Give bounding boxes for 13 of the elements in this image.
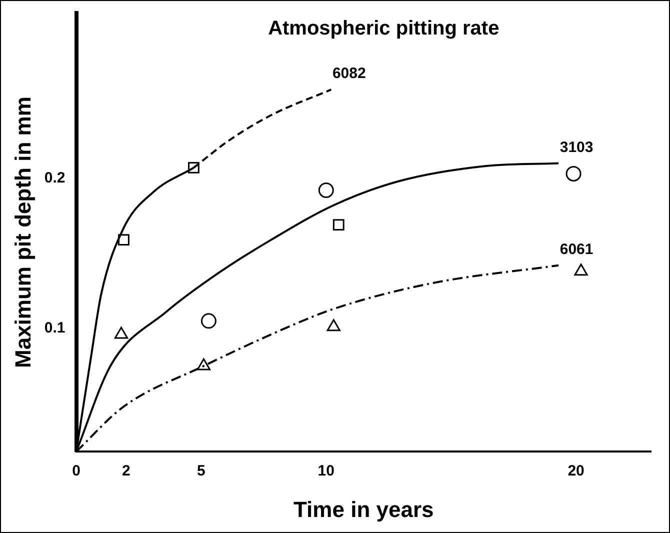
y-tick-label: 0.2 [44, 169, 66, 186]
chart-title: Atmospheric pitting rate [268, 18, 500, 40]
x-tick-label: 5 [197, 462, 206, 480]
x-tick-label: 10 [318, 462, 334, 480]
series-label: 6061 [560, 240, 594, 258]
x-tick-label: 0 [72, 462, 80, 480]
series-label: 6082 [332, 65, 366, 82]
y-tick-label: 0.1 [44, 320, 66, 337]
y-axis-title: Maximum pit depth in mm [10, 96, 36, 368]
x-tick-label: 20 [568, 462, 584, 480]
series-label: 3103 [560, 138, 594, 156]
x-tick-label: 2 [122, 462, 130, 480]
x-axis-title: Time in years [294, 496, 434, 522]
